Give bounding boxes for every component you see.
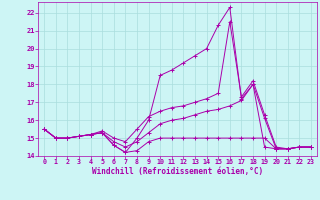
X-axis label: Windchill (Refroidissement éolien,°C): Windchill (Refroidissement éolien,°C)	[92, 167, 263, 176]
